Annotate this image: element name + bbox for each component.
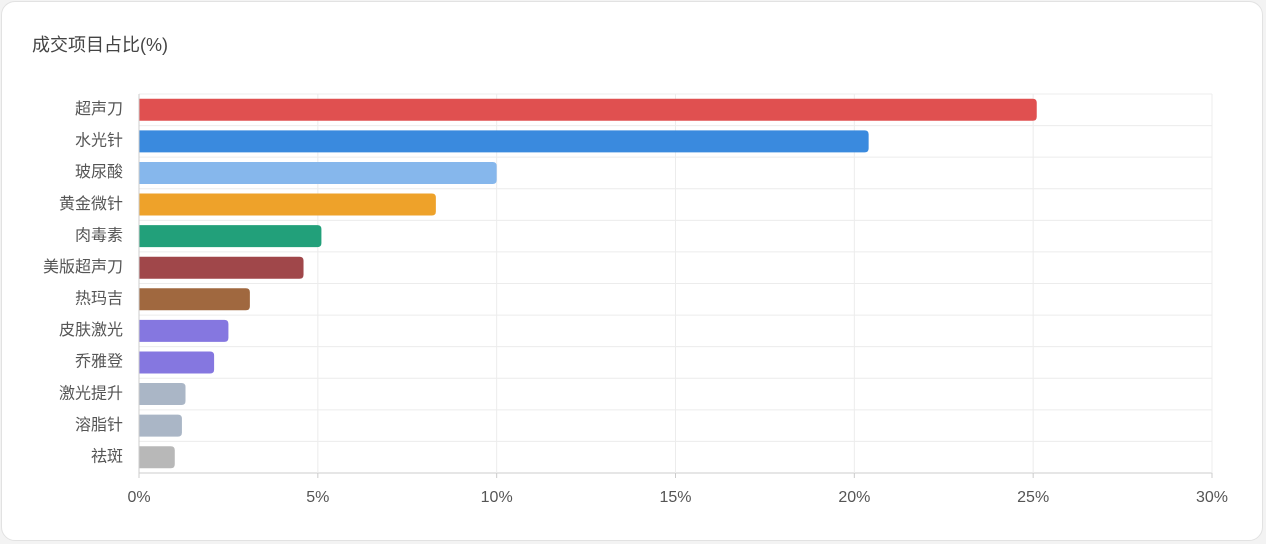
x-tick-label: 5% (306, 489, 329, 506)
y-tick-label: 激光提升 (59, 384, 123, 402)
bar (139, 383, 186, 406)
bar (139, 161, 497, 184)
y-tick-label: 美版超声刀 (43, 258, 123, 276)
bar (139, 351, 215, 374)
y-tick-label: 热玛吉 (75, 290, 123, 308)
y-tick-label: 乔雅登 (75, 353, 123, 371)
y-tick-label: 水光针 (75, 132, 123, 150)
y-tick-label: 溶脂针 (75, 416, 123, 434)
x-tick-label: 10% (481, 489, 513, 506)
x-tick-label: 25% (1017, 489, 1049, 506)
y-tick-label: 皮肤激光 (59, 321, 123, 339)
y-tick-label: 黄金微针 (59, 195, 123, 213)
bar (139, 446, 175, 469)
x-tick-label: 0% (127, 489, 150, 506)
bar (139, 414, 182, 437)
y-tick-label: 肉毒素 (75, 226, 123, 244)
y-tick-label: 超声刀 (75, 100, 123, 118)
chart-title: 成交项目占比(%) (32, 35, 168, 55)
bar (139, 288, 250, 311)
bar (139, 256, 304, 279)
x-tick-label: 15% (659, 489, 691, 506)
bar (139, 130, 869, 153)
y-tick-label: 祛斑 (91, 447, 123, 465)
bar (139, 225, 322, 248)
bar (139, 193, 436, 216)
x-tick-label: 30% (1196, 489, 1228, 506)
y-tick-label: 玻尿酸 (75, 163, 123, 181)
bar (139, 319, 229, 342)
bar (139, 98, 1037, 121)
x-tick-label: 20% (838, 489, 870, 506)
